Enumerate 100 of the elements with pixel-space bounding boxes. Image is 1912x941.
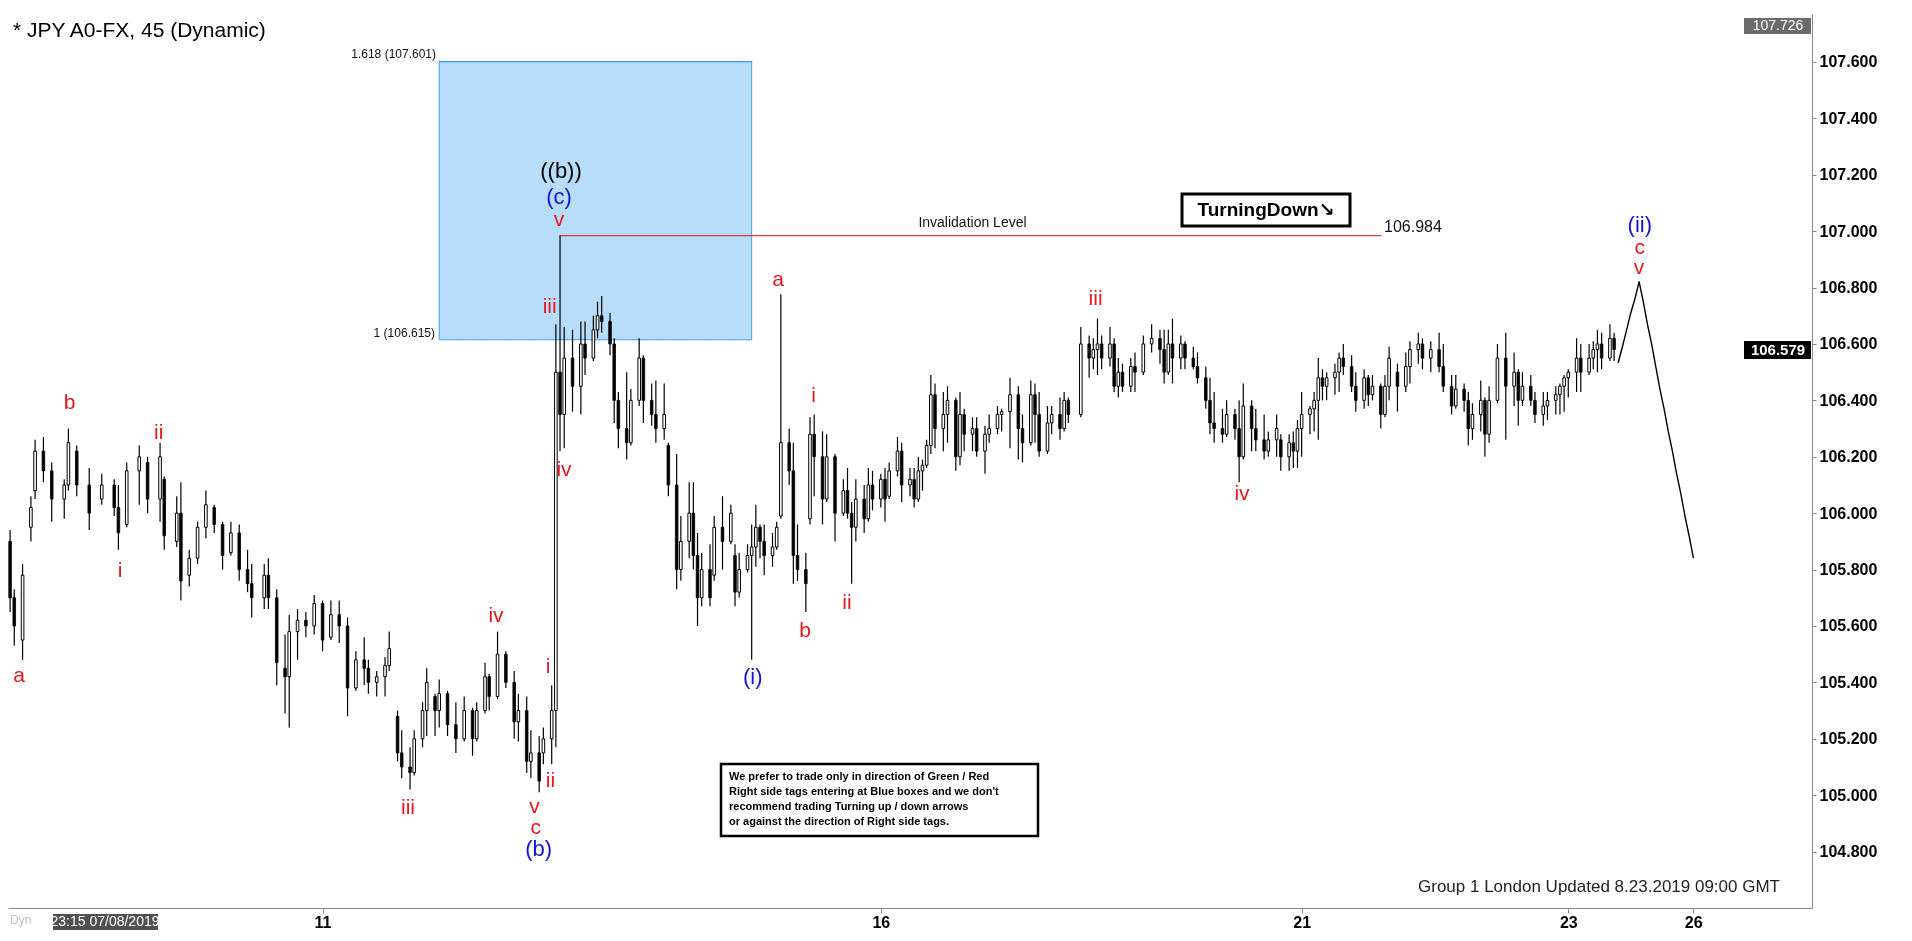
annotation: b xyxy=(63,390,76,413)
candlestick xyxy=(662,382,666,441)
y-tick-label: 105.600 xyxy=(1819,617,1878,635)
candlestick xyxy=(624,371,629,461)
candlestick xyxy=(1133,351,1137,393)
candlestick xyxy=(229,521,233,557)
candlestick xyxy=(1416,332,1421,365)
candlestick xyxy=(1512,351,1516,407)
candlestick xyxy=(737,552,741,599)
annotation: 106.984 xyxy=(1384,218,1442,235)
candlestick xyxy=(1099,334,1104,370)
candlestick xyxy=(1058,396,1062,441)
candlestick xyxy=(1291,430,1295,469)
x-tick-label: 26 xyxy=(1684,913,1703,931)
y-tick-label: 106.600 xyxy=(1819,335,1878,353)
candlestick xyxy=(187,549,192,588)
candlestick xyxy=(1366,374,1370,407)
annotation: iii xyxy=(1088,286,1103,310)
candlestick xyxy=(1408,340,1412,385)
annotation: iv xyxy=(488,603,505,626)
y-tick-label: 106.000 xyxy=(1819,504,1878,522)
text: Dyn xyxy=(10,913,32,927)
candlestick xyxy=(266,557,271,610)
candlestick xyxy=(841,478,846,517)
candlestick xyxy=(1553,385,1558,416)
candlestick xyxy=(1541,391,1546,427)
y-tick-label: 105.800 xyxy=(1819,561,1878,579)
candlestick xyxy=(1008,377,1012,449)
candlestick xyxy=(983,425,987,475)
candlestick xyxy=(1183,340,1187,370)
candlestick xyxy=(1362,368,1366,410)
candlestick xyxy=(762,523,766,576)
candlestick xyxy=(1195,351,1200,385)
candlestick xyxy=(720,495,725,571)
y-tick-label: 105.400 xyxy=(1819,673,1878,691)
y-tick-label: 104.800 xyxy=(1819,843,1878,861)
annotation: b xyxy=(799,618,811,641)
candlestick xyxy=(1120,363,1125,393)
candlestick xyxy=(337,600,341,644)
candlestick xyxy=(250,563,254,619)
annotation: (b) xyxy=(525,836,553,861)
candlestick xyxy=(362,636,366,686)
annotation: ii xyxy=(545,768,556,791)
annotation: v xyxy=(553,206,565,230)
annotation: iii xyxy=(542,294,557,317)
candlestick xyxy=(879,473,883,509)
candlestick xyxy=(262,563,267,610)
annotation: i xyxy=(545,654,551,677)
candlestick xyxy=(1612,332,1616,362)
candlestick xyxy=(600,295,604,334)
candlestick xyxy=(999,408,1004,432)
x-tick-label: 16 xyxy=(872,913,891,931)
candlestick xyxy=(1170,317,1175,385)
candlestick xyxy=(908,467,912,497)
annotation: i xyxy=(117,558,123,581)
candlestick xyxy=(1599,332,1604,370)
candlestick xyxy=(1574,337,1579,393)
candlestick xyxy=(804,552,808,613)
annotation: 1 (106.615) xyxy=(373,326,435,340)
candlestick xyxy=(374,670,379,698)
candlestick xyxy=(1470,402,1475,441)
candlestick xyxy=(454,701,458,754)
candlestick xyxy=(1587,343,1591,376)
candlestick xyxy=(1179,334,1183,370)
candlestick xyxy=(204,490,208,540)
annotation: i xyxy=(811,382,816,406)
x-tick-label: 11 xyxy=(314,913,332,931)
y-tick-label: 106.800 xyxy=(1819,279,1878,297)
annotation: ii xyxy=(842,589,852,613)
y-tick-label: 107.000 xyxy=(1819,222,1878,240)
candlestick xyxy=(1608,323,1612,362)
candlestick xyxy=(295,608,300,661)
candlestick xyxy=(1420,337,1425,370)
annotation: c xyxy=(530,815,542,838)
candlestick xyxy=(970,416,975,452)
y-tick-label: 107.200 xyxy=(1819,166,1878,184)
candlestick xyxy=(912,467,916,509)
annotation: Group 1 London Updated 8.23.2019 09:00 GMT xyxy=(1418,877,1780,896)
candlestick xyxy=(1254,408,1258,452)
annotation: a xyxy=(13,663,26,686)
candlestick xyxy=(29,495,33,542)
annotation: We prefer to trade only in direction of Green / Red Right side tags entering at Blue boxes and we don't recommend trading Turning up / down arrows or against the direction of Right side tags. xyxy=(729,770,1000,827)
candlestick xyxy=(1162,329,1166,385)
y-tick-label: 106.200 xyxy=(1819,448,1878,466)
candlestick xyxy=(1449,374,1454,416)
annotation: iv xyxy=(556,456,573,480)
candlestick xyxy=(754,504,758,568)
candlestick xyxy=(433,693,437,737)
candlestick xyxy=(1095,317,1100,376)
annotation: TurningDown↘ xyxy=(1197,199,1335,220)
candlestick xyxy=(1478,380,1483,432)
candlestick xyxy=(1224,399,1229,438)
candlestick xyxy=(1562,374,1566,413)
y-tick-label: 105.200 xyxy=(1819,730,1878,748)
candlestick xyxy=(1149,323,1154,354)
annotation: ii xyxy=(154,420,164,443)
annotation: 106.579 xyxy=(1750,341,1806,358)
candlestick xyxy=(1262,413,1266,461)
annotation: (c) xyxy=(546,183,572,209)
candlestick xyxy=(654,380,658,444)
